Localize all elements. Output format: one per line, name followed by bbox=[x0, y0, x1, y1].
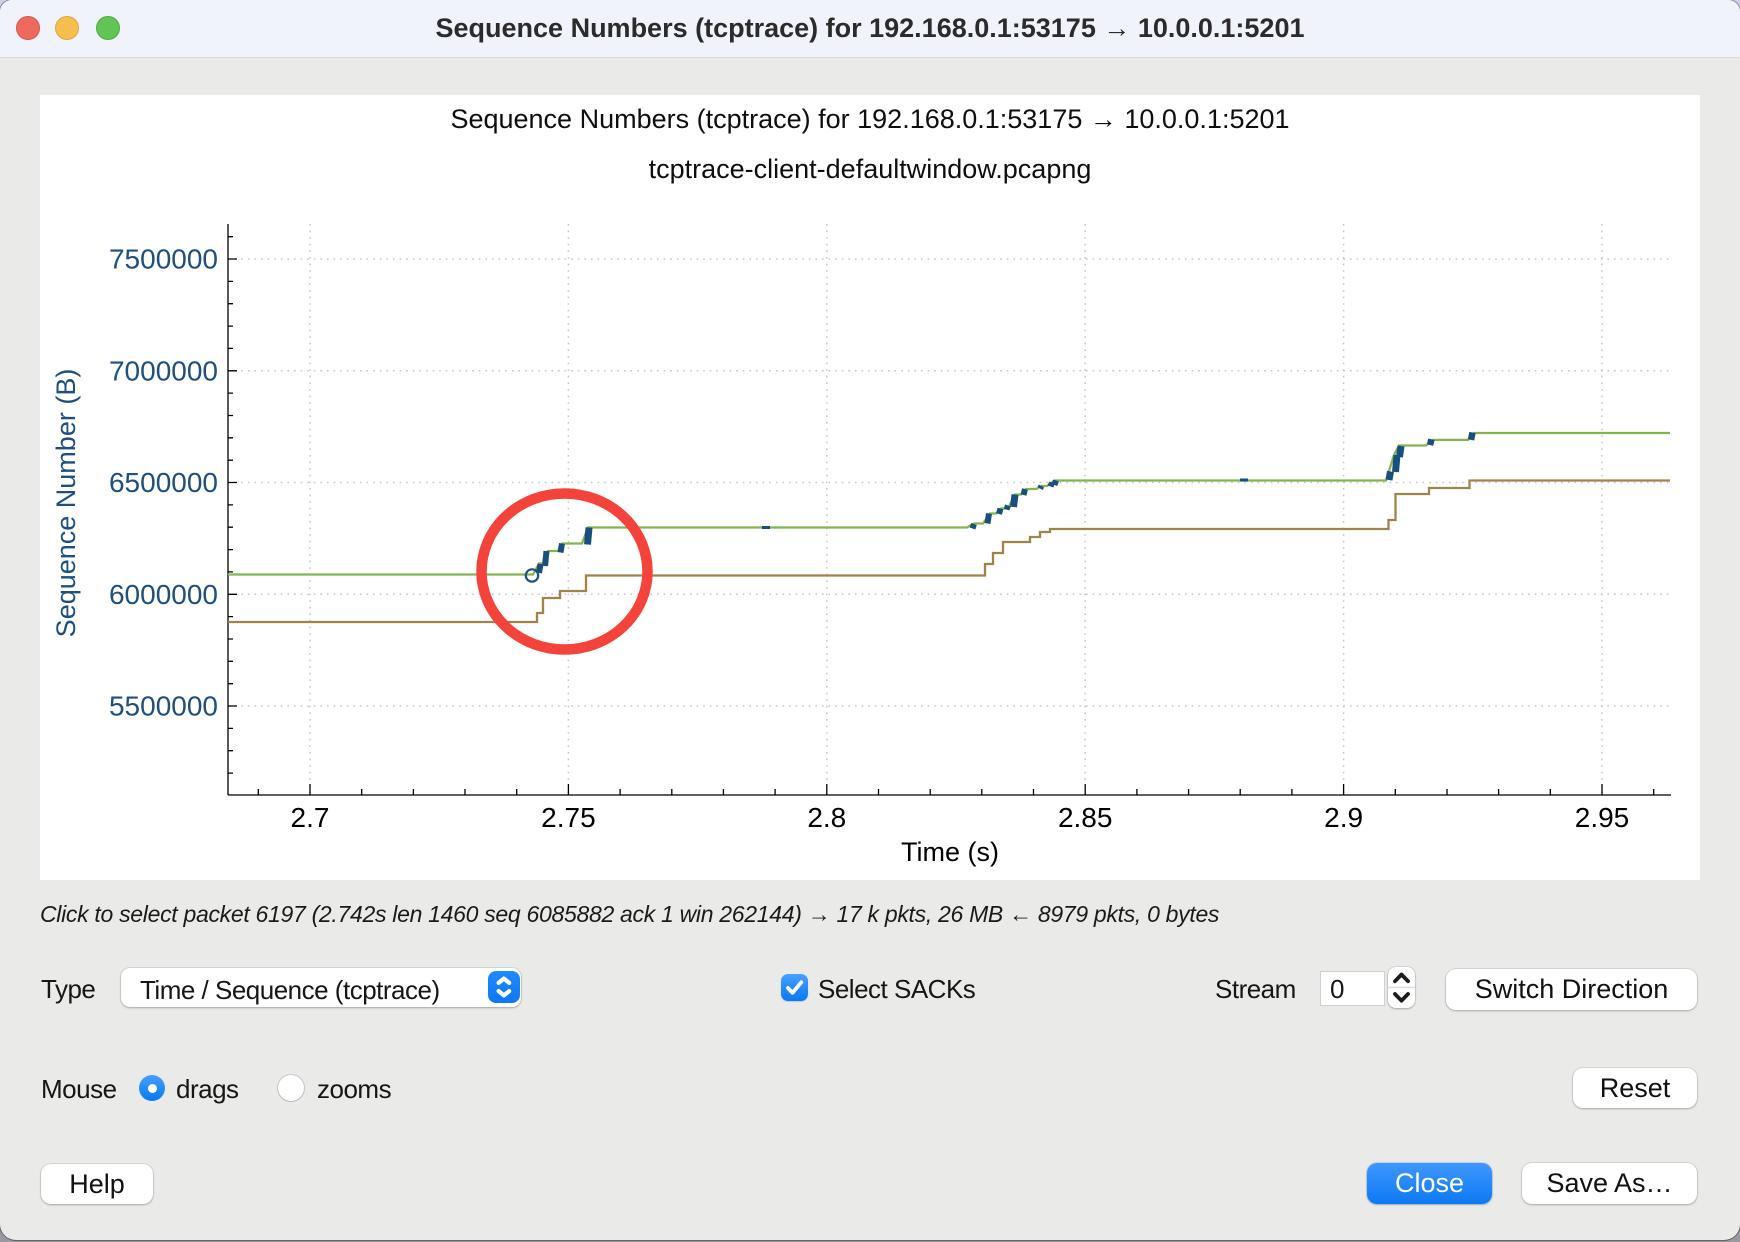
svg-text:Sequence Numbers (tcptrace) fo: Sequence Numbers (tcptrace) for 192.168.… bbox=[450, 104, 1289, 134]
svg-text:2.75: 2.75 bbox=[541, 802, 596, 833]
svg-text:2.8: 2.8 bbox=[807, 802, 846, 833]
svg-text:6000000: 6000000 bbox=[109, 579, 218, 610]
svg-text:5500000: 5500000 bbox=[109, 691, 218, 722]
svg-text:2.95: 2.95 bbox=[1575, 802, 1630, 833]
svg-text:tcptrace-client-defaultwindow.: tcptrace-client-defaultwindow.pcapng bbox=[649, 154, 1092, 184]
svg-text:7500000: 7500000 bbox=[109, 244, 218, 275]
svg-text:7000000: 7000000 bbox=[109, 355, 218, 386]
svg-text:2.9: 2.9 bbox=[1324, 802, 1363, 833]
svg-text:2.85: 2.85 bbox=[1058, 802, 1113, 833]
svg-text:Sequence Number (B): Sequence Number (B) bbox=[51, 369, 81, 638]
svg-text:Time (s): Time (s) bbox=[901, 837, 999, 867]
svg-text:6500000: 6500000 bbox=[109, 467, 218, 498]
svg-text:2.7: 2.7 bbox=[291, 802, 330, 833]
